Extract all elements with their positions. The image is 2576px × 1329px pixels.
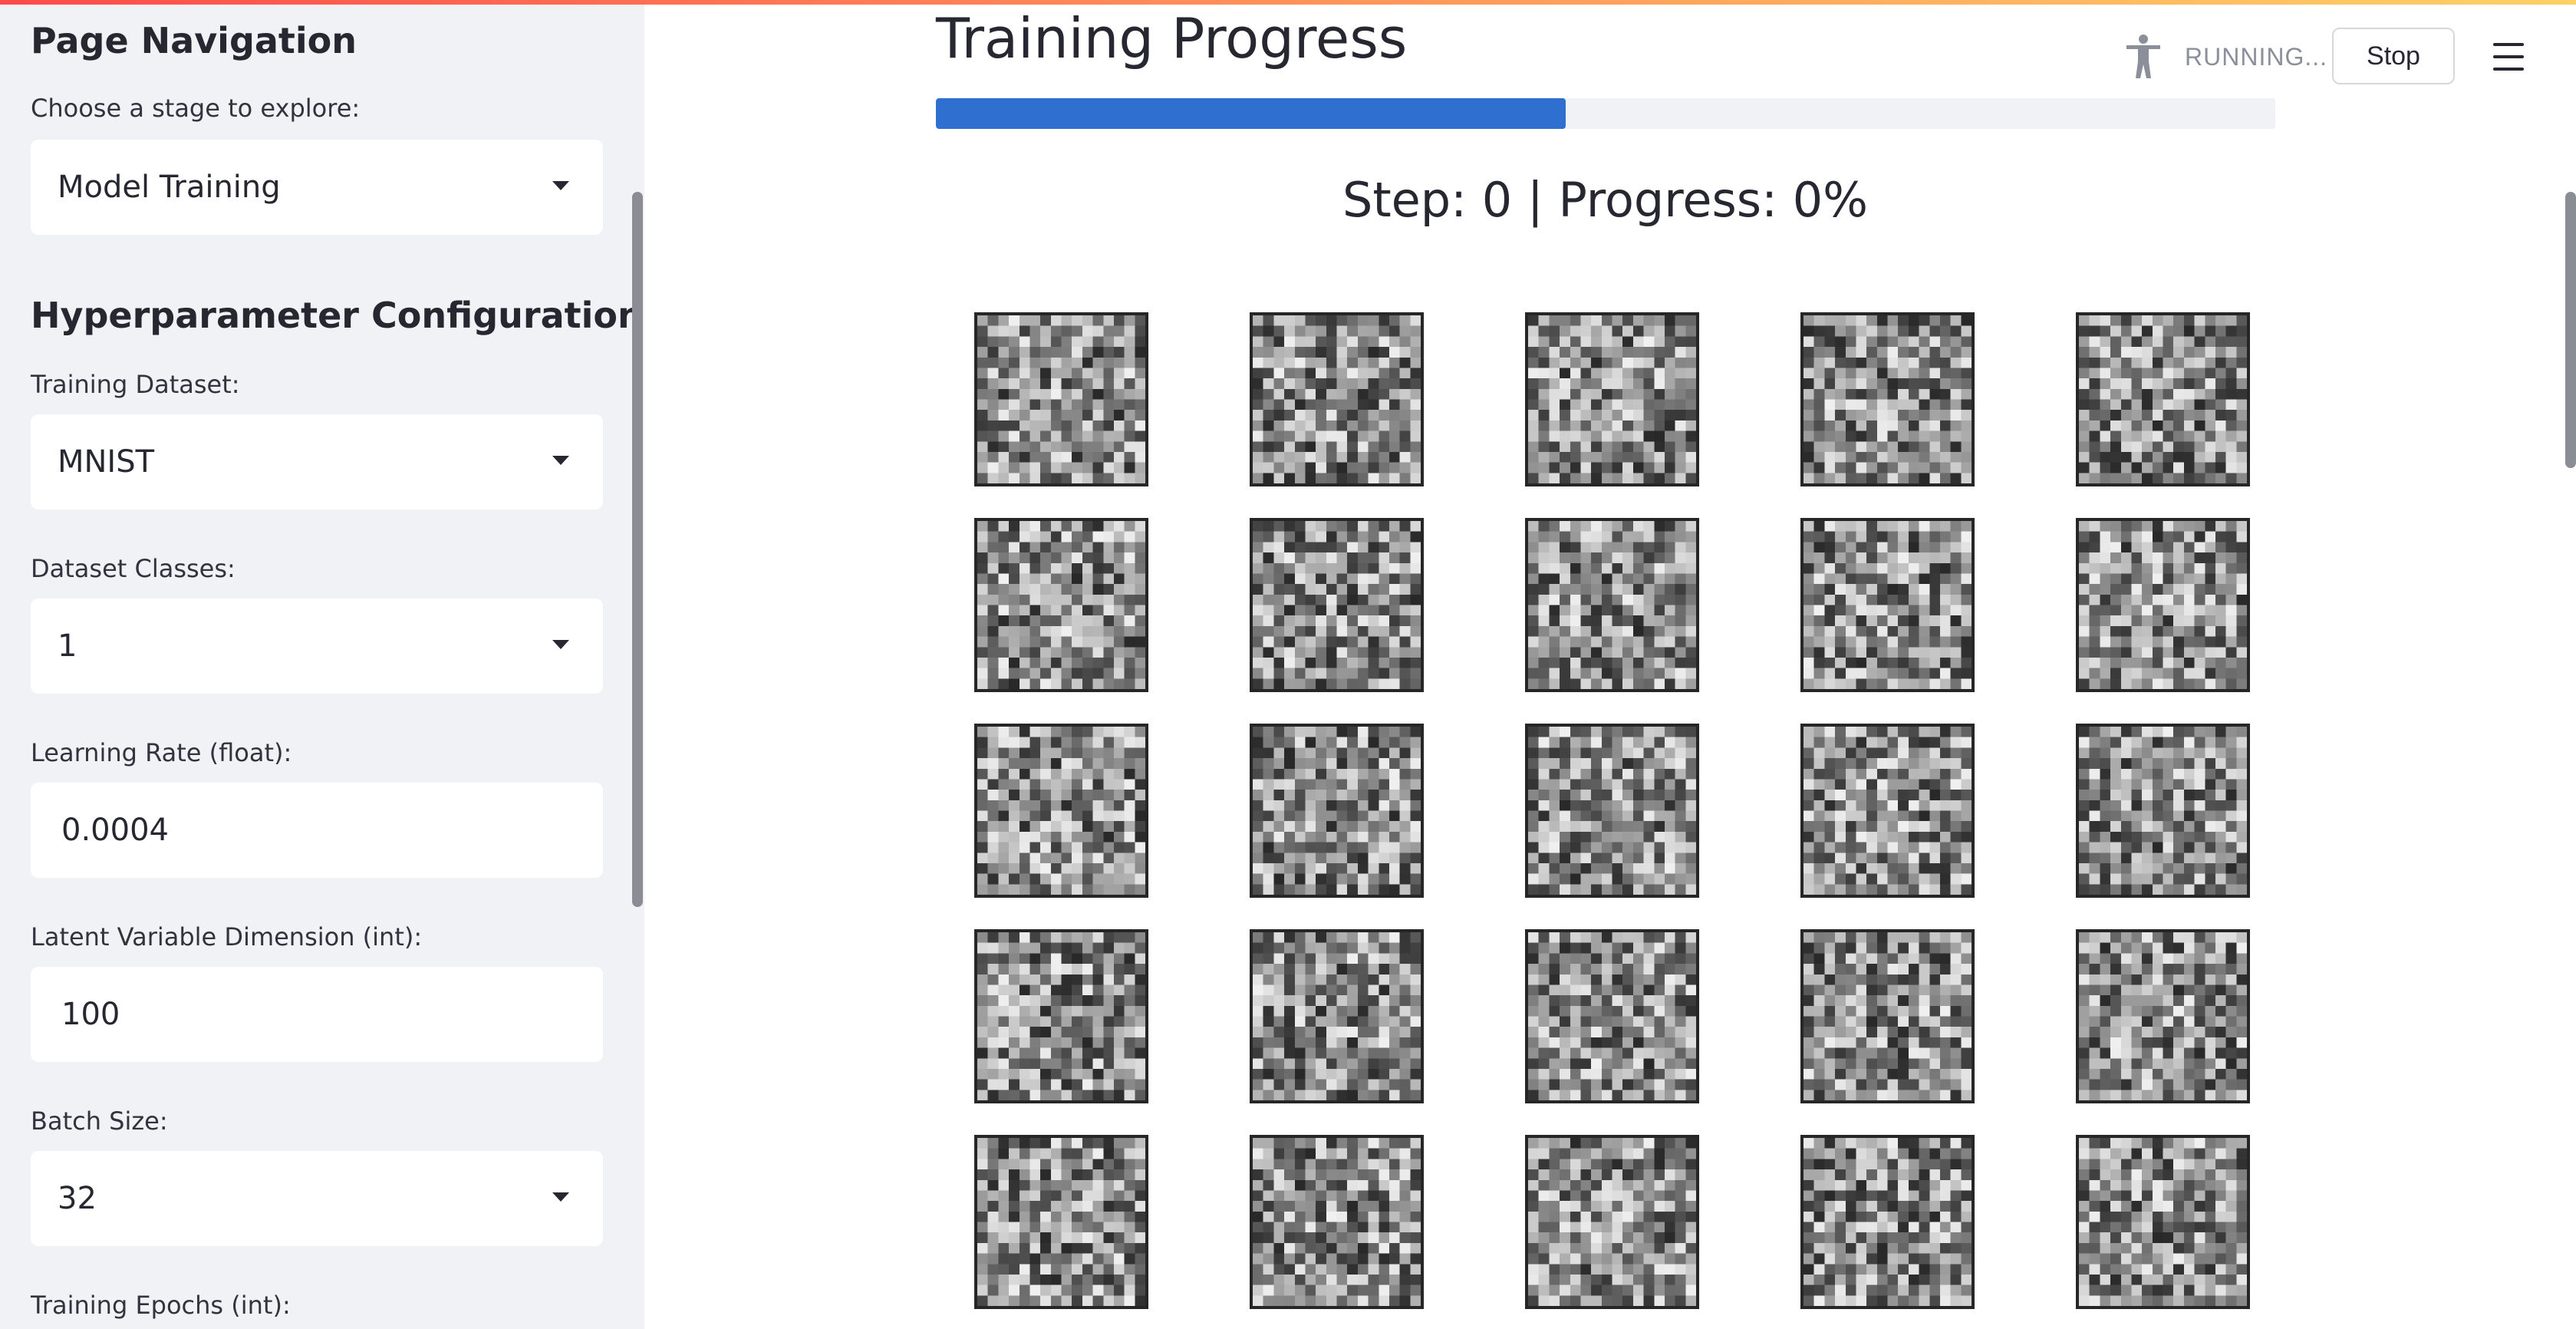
latent-dimension-label: Latent Variable Dimension (int): [31,922,423,951]
dataset-label: Training Dataset: [31,370,240,399]
generated-sample-image [1250,929,1424,1103]
stop-button[interactable]: Stop [2332,28,2455,84]
generated-sample-image [1250,518,1424,692]
stage-select-value: Model Training [58,170,281,205]
dataset-select-value: MNIST [58,444,155,480]
sidebar: Page Navigation Choose a stage to explor… [0,0,644,1329]
sidebar-scrollbar[interactable] [632,192,643,907]
chevron-down-icon [552,456,569,465]
generated-sample-image [1525,518,1699,692]
generated-sample-image [974,929,1148,1103]
dataset-select[interactable]: MNIST [31,414,603,510]
classes-select-value: 1 [58,628,77,664]
generated-sample-image [2076,929,2250,1103]
top-decoration-bar [0,0,2576,5]
running-person-icon [2126,35,2160,78]
progress-bar [936,98,2275,129]
batch-size-select[interactable]: 32 [31,1151,603,1246]
page-title: Training Progress [936,6,1408,71]
main-scrollbar[interactable] [2565,192,2576,468]
generated-sample-image [1250,312,1424,486]
stage-label: Choose a stage to explore: [31,94,361,123]
generated-sample-image [1800,518,1975,692]
generated-sample-image [1525,312,1699,486]
stage-select[interactable]: Model Training [31,140,603,235]
generated-sample-image [1800,724,1975,898]
learning-rate-label: Learning Rate (float): [31,738,292,767]
generated-sample-image [974,1135,1148,1309]
generated-sample-image [2076,312,2250,486]
hyperparameter-heading: Hyperparameter Configurations [31,295,644,336]
classes-label: Dataset Classes: [31,554,236,583]
generated-sample-image [1800,1135,1975,1309]
epochs-label: Training Epochs (int): [31,1291,291,1320]
generated-sample-image [1250,1135,1424,1309]
generated-sample-image [1800,929,1975,1103]
chevron-down-icon [552,640,569,649]
generated-sample-image [1525,929,1699,1103]
progress-bar-fill [936,98,1566,129]
generated-sample-image [974,518,1148,692]
generated-sample-image [1250,724,1424,898]
generated-sample-image [2076,518,2250,692]
generated-sample-image [2076,724,2250,898]
generated-sample-image [2076,1135,2250,1309]
batch-size-select-value: 32 [58,1181,97,1216]
generated-sample-image [1525,1135,1699,1309]
chevron-down-icon [552,1192,569,1202]
step-progress-text: Step: 0 | Progress: 0% [1342,172,1869,228]
generated-sample-image [1525,724,1699,898]
generated-sample-image [974,724,1148,898]
generated-sample-image [1800,312,1975,486]
chevron-down-icon [552,181,569,190]
latent-dimension-input[interactable]: 100 [31,967,603,1062]
learning-rate-input[interactable]: 0.0004 [31,783,603,878]
hamburger-menu-icon[interactable] [2493,43,2524,71]
batch-size-label: Batch Size: [31,1106,168,1136]
running-status: RUNNING... [2185,43,2327,71]
classes-select[interactable]: 1 [31,599,603,694]
page-navigation-heading: Page Navigation [31,20,357,61]
generated-sample-image [974,312,1148,486]
